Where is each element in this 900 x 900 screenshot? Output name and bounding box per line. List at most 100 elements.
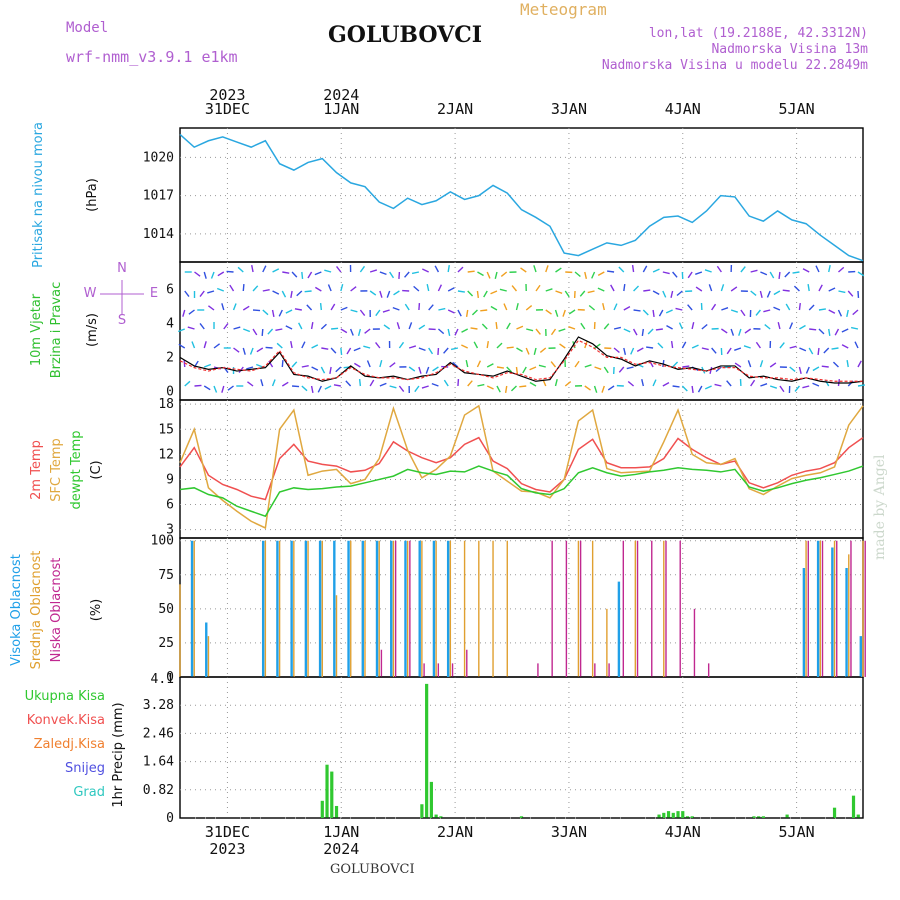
wind-barb bbox=[535, 328, 541, 335]
wind-barb bbox=[594, 343, 601, 349]
wind-barb bbox=[808, 347, 814, 355]
wind-barb bbox=[438, 307, 446, 311]
pressure-line bbox=[179, 133, 864, 262]
wind-barb bbox=[526, 328, 534, 332]
wind-barb bbox=[545, 288, 553, 292]
wind-barb bbox=[335, 266, 342, 273]
temp-axis-title: SFC Temp bbox=[49, 438, 64, 502]
wind-barb bbox=[755, 309, 761, 316]
top-date-label: 3JAN bbox=[551, 100, 587, 118]
precip-legend-item: Konvek.Kisa bbox=[27, 713, 105, 728]
y-tick-label: 3 bbox=[166, 523, 174, 538]
wind-speed-line bbox=[179, 336, 864, 384]
wind-barb bbox=[857, 360, 862, 368]
wind-barb bbox=[291, 271, 298, 278]
wind-barb bbox=[398, 341, 405, 349]
wind-barb bbox=[555, 290, 563, 294]
wind-barb bbox=[672, 271, 678, 278]
precip-bar bbox=[856, 814, 860, 818]
wind-barb bbox=[511, 285, 518, 292]
wind-barb bbox=[369, 290, 377, 296]
wind-barb bbox=[841, 328, 849, 333]
wind-barb bbox=[233, 347, 240, 353]
wind-barb bbox=[506, 322, 511, 330]
wind-barb bbox=[666, 324, 673, 330]
wind-barb bbox=[411, 271, 420, 275]
wind-barb bbox=[730, 328, 735, 336]
wind-barb bbox=[310, 321, 314, 330]
wind-unit: (m/s) bbox=[85, 313, 100, 347]
wind-barb bbox=[763, 309, 771, 313]
wind-barb bbox=[262, 288, 270, 292]
cloud-axis-title: Niska Oblacnost bbox=[49, 558, 64, 663]
wind-barb bbox=[408, 322, 413, 330]
wind-barb bbox=[740, 309, 746, 317]
wind-barb bbox=[709, 366, 713, 374]
model-label: Model bbox=[66, 20, 109, 36]
wind-barb bbox=[314, 271, 322, 276]
wind-barb bbox=[828, 328, 831, 337]
wind-barb bbox=[194, 271, 201, 277]
wind-barb bbox=[260, 379, 264, 387]
wind-barb bbox=[226, 270, 234, 273]
wind-barb bbox=[184, 380, 191, 387]
wind-barb bbox=[256, 363, 264, 368]
wind-barb bbox=[603, 366, 609, 374]
wind-barb bbox=[662, 381, 670, 387]
wind-barb bbox=[642, 309, 649, 316]
precip-bar bbox=[676, 811, 680, 818]
wind-barb bbox=[290, 290, 293, 299]
wind-barb bbox=[701, 323, 708, 330]
wind-barb bbox=[418, 324, 426, 330]
wind-barb bbox=[281, 290, 287, 298]
wind-barb bbox=[481, 323, 488, 330]
wind-barb bbox=[333, 384, 341, 387]
wind-barb bbox=[818, 308, 826, 311]
wind-barb bbox=[695, 271, 703, 275]
wind-barb bbox=[246, 366, 254, 370]
wind-barb bbox=[473, 341, 479, 349]
wind-barb bbox=[734, 347, 742, 351]
wind-barb bbox=[324, 385, 332, 390]
y-tick-label: 100 bbox=[151, 534, 174, 549]
wind-barb bbox=[396, 322, 401, 330]
wind-barb bbox=[687, 304, 693, 311]
wind-barb bbox=[525, 347, 530, 355]
wind-barb bbox=[227, 385, 234, 391]
wind-barb bbox=[330, 303, 336, 311]
wind-barb bbox=[857, 271, 865, 277]
wind-barb bbox=[359, 309, 366, 316]
wind-barb bbox=[350, 309, 358, 313]
wind-barb bbox=[529, 381, 537, 387]
wind-barb bbox=[847, 290, 854, 297]
wind-barb bbox=[535, 284, 541, 292]
meteogram-label: Meteogram bbox=[520, 0, 607, 19]
wind-barb bbox=[779, 342, 785, 349]
precip-bar bbox=[785, 814, 789, 818]
wind-barb bbox=[832, 361, 839, 368]
y-tick-label: 1014 bbox=[143, 227, 174, 242]
wind-barb bbox=[392, 306, 400, 311]
wind-barb bbox=[584, 385, 591, 391]
lonlat-label: lon,lat (19.2188E, 42.3312N) bbox=[648, 26, 868, 41]
model-name: wrf-nmm_v3.9.1 e1km bbox=[66, 48, 238, 66]
wind-barb bbox=[261, 328, 264, 337]
precip-bar bbox=[429, 781, 433, 818]
wind-barb bbox=[720, 328, 728, 334]
wind-barb bbox=[593, 385, 598, 393]
compass-s: S bbox=[118, 313, 126, 328]
wind-barb bbox=[670, 340, 674, 349]
wind-barb bbox=[750, 290, 757, 296]
top-date-label: 4JAN bbox=[665, 100, 701, 118]
wind-barb bbox=[623, 328, 631, 333]
precip-bar bbox=[761, 816, 765, 818]
wind-barb bbox=[477, 383, 485, 387]
precip-bar bbox=[671, 812, 675, 818]
wind-barb bbox=[520, 267, 527, 273]
wind-barb bbox=[208, 305, 215, 311]
wind-barb bbox=[522, 366, 527, 374]
wind-barb bbox=[217, 271, 225, 277]
bottom-date-label: 1JAN bbox=[323, 823, 359, 841]
y-tick-label: 1020 bbox=[143, 150, 174, 165]
y-tick-label: 12 bbox=[158, 447, 174, 462]
